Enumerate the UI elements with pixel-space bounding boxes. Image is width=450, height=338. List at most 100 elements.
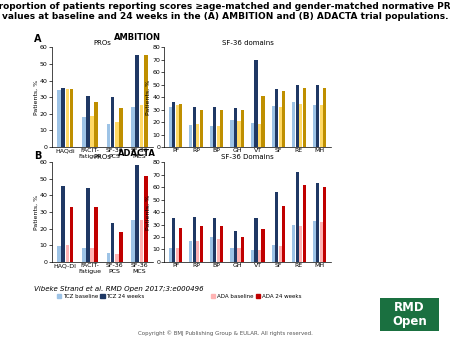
Bar xyxy=(169,107,172,147)
Bar xyxy=(94,102,98,147)
Bar xyxy=(316,86,319,147)
Bar xyxy=(131,107,135,147)
Bar xyxy=(323,88,326,147)
Title: SF-36 domains: SF-36 domains xyxy=(221,40,274,46)
Y-axis label: Patients, %: Patients, % xyxy=(146,80,151,115)
Bar xyxy=(61,88,65,147)
Bar xyxy=(179,104,182,147)
Bar xyxy=(213,107,216,147)
Bar xyxy=(292,225,295,262)
Bar xyxy=(131,220,135,262)
Bar xyxy=(111,97,114,147)
Y-axis label: Patients, %: Patients, % xyxy=(146,195,151,230)
Bar xyxy=(66,89,69,147)
Bar xyxy=(107,254,110,262)
Bar xyxy=(70,208,73,262)
Bar xyxy=(90,248,94,262)
Bar xyxy=(241,237,244,262)
Bar xyxy=(135,165,139,262)
Bar xyxy=(234,231,237,262)
Bar xyxy=(189,241,193,262)
Text: Vibeke Strand et al. RMD Open 2017;3:e000496: Vibeke Strand et al. RMD Open 2017;3:e00… xyxy=(34,286,203,292)
Bar xyxy=(279,246,282,262)
Bar xyxy=(176,105,179,147)
Bar xyxy=(220,111,224,147)
Bar xyxy=(86,188,90,262)
Text: Proportion of patients reporting scores ≥age-matched and gender-matched normativ: Proportion of patients reporting scores … xyxy=(0,2,450,11)
Bar xyxy=(189,125,193,147)
Bar xyxy=(296,172,299,262)
Bar xyxy=(230,120,234,147)
Bar xyxy=(90,117,94,147)
Text: B: B xyxy=(34,151,41,161)
Bar xyxy=(316,183,319,262)
Bar xyxy=(94,207,98,262)
Bar xyxy=(299,226,302,262)
Bar xyxy=(255,59,257,147)
Bar xyxy=(234,108,237,147)
Bar xyxy=(320,104,323,147)
Bar xyxy=(320,222,323,262)
Bar xyxy=(61,186,65,262)
Bar xyxy=(210,237,213,262)
Bar xyxy=(279,107,282,147)
Bar xyxy=(70,89,73,147)
Bar xyxy=(302,88,306,147)
Bar xyxy=(255,218,257,262)
Text: RMD
Open: RMD Open xyxy=(392,301,427,328)
Title: PROs: PROs xyxy=(94,154,111,161)
Bar xyxy=(220,226,224,262)
Text: A: A xyxy=(34,34,41,44)
Bar xyxy=(275,89,278,147)
Bar xyxy=(57,90,61,147)
Text: Copyright © BMJ Publishing Group & EULAR. All rights reserved.: Copyright © BMJ Publishing Group & EULAR… xyxy=(138,331,312,336)
Title: PROs: PROs xyxy=(94,40,111,46)
Bar xyxy=(251,123,254,147)
Legend: TCZ baseline, TCZ 24 weeks: TCZ baseline, TCZ 24 weeks xyxy=(54,292,147,301)
Bar xyxy=(144,55,148,147)
Bar xyxy=(179,228,182,262)
Bar xyxy=(140,220,144,262)
Bar xyxy=(144,176,148,262)
Bar xyxy=(313,105,316,147)
Text: values at baseline and 24 weeks in the (A) AMBITION and (B) ADACTA trial populat: values at baseline and 24 weeks in the (… xyxy=(2,12,448,21)
Bar xyxy=(271,245,274,262)
Bar xyxy=(169,248,172,262)
Bar xyxy=(115,254,119,262)
Bar xyxy=(292,102,295,147)
Bar xyxy=(135,55,139,147)
Bar xyxy=(230,248,234,262)
Bar xyxy=(258,250,261,262)
Bar xyxy=(200,110,203,147)
Bar xyxy=(200,226,203,262)
Bar xyxy=(213,218,216,262)
Bar xyxy=(86,96,90,147)
Bar xyxy=(193,107,196,147)
Bar xyxy=(217,126,220,147)
Bar xyxy=(172,218,176,262)
Bar xyxy=(299,104,302,147)
Bar xyxy=(323,187,326,262)
Y-axis label: Patients, %: Patients, % xyxy=(33,80,38,115)
Bar xyxy=(119,232,123,262)
Bar xyxy=(115,122,119,147)
Text: ADACTA: ADACTA xyxy=(118,149,156,158)
Bar xyxy=(119,108,123,147)
Bar xyxy=(196,241,199,262)
Bar xyxy=(66,245,69,262)
Bar xyxy=(210,126,213,147)
Bar xyxy=(196,124,199,147)
Bar xyxy=(238,121,240,147)
Title: SF-36 Domains: SF-36 Domains xyxy=(221,154,274,161)
Bar xyxy=(111,223,114,262)
Bar xyxy=(282,206,285,262)
Bar xyxy=(82,248,86,262)
Bar xyxy=(176,248,179,262)
Bar xyxy=(238,248,240,262)
Bar xyxy=(107,124,110,147)
Bar xyxy=(275,192,278,262)
Y-axis label: Patients, %: Patients, % xyxy=(33,195,38,230)
Bar xyxy=(241,110,244,147)
Bar xyxy=(258,124,261,147)
Bar xyxy=(271,105,274,147)
